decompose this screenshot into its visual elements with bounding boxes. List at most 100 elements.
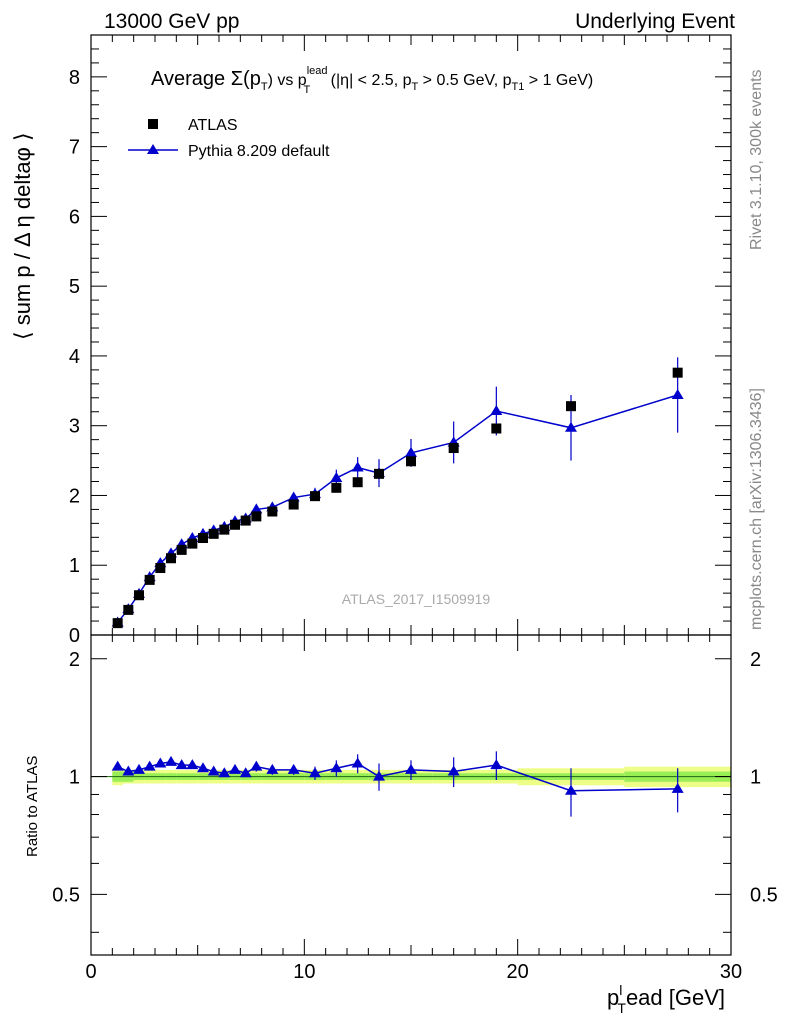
pythia-point	[565, 421, 577, 432]
ratio-pythia-point	[143, 760, 156, 771]
atlas-point	[230, 519, 240, 530]
pythia-point	[330, 472, 343, 483]
ratio-frame	[90, 634, 732, 956]
main-title: Average Σ(pT) vs plead T (|η| < 2.5, pT >…	[151, 65, 593, 96]
watermark: ATLAS_2017_I1509919	[342, 591, 491, 607]
atlas-point	[198, 533, 208, 544]
ratio-pythia-point	[229, 763, 241, 774]
main-frame	[90, 34, 732, 636]
rivet-label: Rivet 3.1.10, 300k events	[748, 69, 765, 250]
legend-pythia-marker	[147, 144, 159, 154]
ratio-pythia-point	[671, 782, 684, 793]
atlas-point	[288, 499, 299, 510]
atlas-point	[310, 491, 320, 502]
ratio-y-tick-label: 0.5	[52, 884, 80, 906]
ratio-pythia-point	[239, 767, 252, 778]
ratio-pythia-point	[111, 760, 124, 771]
atlas-point	[176, 544, 187, 555]
atlas-point	[144, 574, 155, 585]
ratio-pythia-point	[122, 765, 135, 776]
x-tick-label: 0	[85, 961, 96, 983]
main-ylabel: ⟨ sum p / Δ η deltaφ ⟩	[10, 132, 35, 340]
header-right: Underlying Event	[575, 10, 735, 33]
atlas-point	[374, 468, 384, 479]
ratio-pythia-point	[133, 763, 145, 774]
x-tick-label: 20	[507, 961, 529, 983]
main-y-tick-label: 4	[69, 346, 80, 368]
atlas-point	[267, 506, 278, 517]
ratio-y-tick-label-right: 0.5	[750, 884, 778, 906]
ratio-pythia-point	[175, 759, 188, 770]
x-tick-label: 30	[720, 961, 742, 983]
ratio-pythia-point	[218, 767, 231, 778]
ratio-pythia-point	[165, 755, 177, 766]
main-y-tick-label: 6	[69, 206, 80, 228]
atlas-point	[331, 482, 342, 493]
atlas-point	[219, 524, 230, 535]
main-y-tick-label: 1	[69, 555, 80, 577]
ratio-y-tick-label-right: 1	[750, 767, 761, 789]
atlas-point	[240, 515, 251, 526]
pythia-point	[250, 503, 263, 514]
atlas-point	[448, 443, 459, 454]
ratio-pythia-point	[197, 762, 209, 773]
main-panel: ATLAS_2017_I1509919 0 1 2 3 4 5 6 7 8 Average Σ(…	[10, 34, 732, 647]
atlas-point	[406, 456, 416, 467]
atlas-point	[123, 604, 134, 615]
ratio-ticks: 0 10 20 30 0.5 0.5 1 1 2 2	[52, 635, 778, 983]
pythia-point	[287, 491, 300, 502]
atlas-point	[187, 538, 198, 549]
atlas-point	[134, 590, 144, 601]
pythia-point	[671, 389, 684, 399]
atlas-point	[566, 401, 576, 412]
legend-pythia-label: Pythia 8.209 default	[188, 143, 330, 160]
ratio-pythia-point	[447, 765, 460, 776]
mcplots-label: mcplots.cern.ch [arXiv:1306.3436]	[748, 388, 765, 630]
x-tick-label: 10	[293, 961, 315, 983]
pythia-point	[490, 405, 503, 416]
atlas-point	[352, 477, 363, 488]
main-y-tick-label: 5	[69, 276, 80, 298]
main-ticks: 0 1 2 3 4 5 6 7 8	[69, 35, 732, 647]
ratio-pythia-point	[250, 760, 263, 771]
ratio-pythia-point	[207, 765, 220, 776]
pythia-point	[351, 461, 364, 472]
ratio-panel: 0 10 20 30 0.5 0.5 1 1 2 2 Ratio to ATLAS pl Tead …	[24, 634, 778, 1016]
ratio-ylabel: Ratio to ATLAS	[24, 756, 41, 857]
atlas-point	[251, 511, 262, 522]
ratio-xlabel: pl Tead [GeV]	[607, 982, 725, 1016]
main-y-tick-label: 7	[69, 137, 80, 159]
atlas-point	[672, 367, 683, 378]
ratio-pythia-point	[565, 784, 577, 795]
ratio-y-tick-label-right: 2	[750, 649, 761, 671]
ratio-pythia-point	[287, 763, 300, 774]
ratio-pythia-point	[186, 759, 199, 770]
ratio-pythia-point	[309, 767, 321, 778]
ratio-pythia-point	[373, 770, 385, 781]
legend-atlas-label: ATLAS	[188, 117, 238, 134]
ratio-pythia-point	[490, 759, 503, 770]
atlas-point	[155, 563, 166, 574]
pythia-point	[405, 446, 417, 457]
main-y-tick-label: 3	[69, 416, 80, 438]
legend: ATLAS Pythia 8.209 default	[128, 117, 330, 160]
legend-atlas-marker	[148, 119, 158, 129]
ratio-pythia-point	[266, 763, 279, 774]
ratio-pythia-point	[351, 757, 364, 768]
ratio-y-tick-label: 1	[69, 767, 80, 789]
atlas-point	[166, 553, 176, 564]
atlas-point	[208, 528, 219, 539]
ratio-series	[111, 751, 684, 817]
atlas-point	[491, 423, 502, 434]
ratio-y-tick-label: 2	[69, 649, 80, 671]
main-series	[111, 357, 684, 629]
ratio-pythia-point	[405, 763, 417, 774]
main-y-tick-label: 2	[69, 485, 80, 507]
main-y-tick-label: 0	[69, 625, 80, 647]
atlas-point	[112, 618, 123, 629]
ratio-pythia-point	[330, 762, 343, 773]
pythia-line	[117, 394, 678, 623]
ratio-pythia-point	[154, 757, 167, 768]
title-sub-T-2: T	[304, 84, 311, 96]
